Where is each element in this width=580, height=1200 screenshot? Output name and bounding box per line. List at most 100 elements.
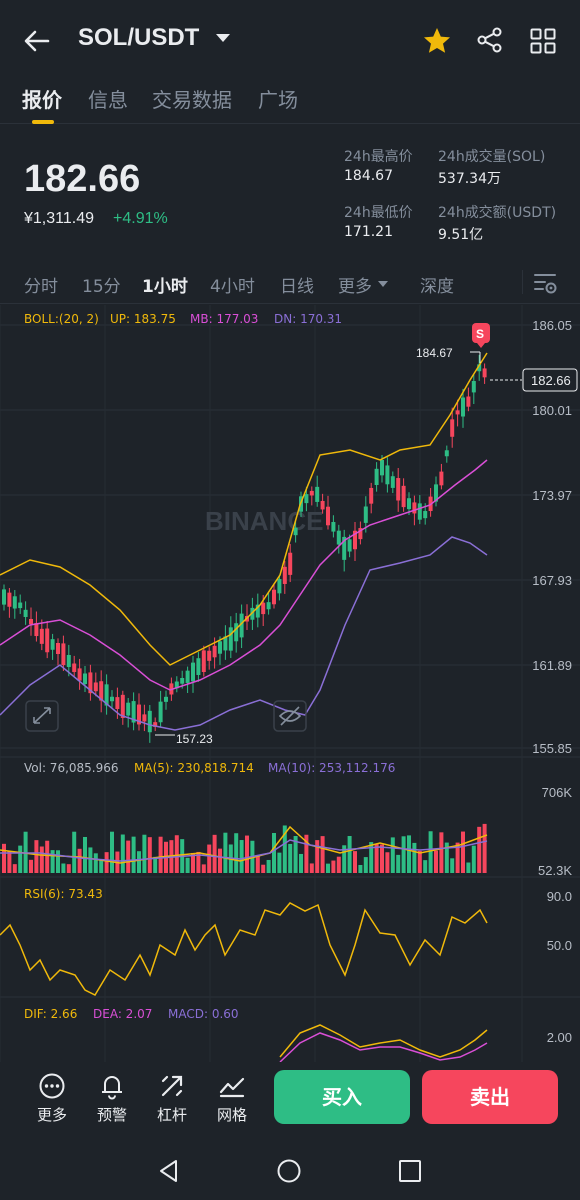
macd-value-label: MACD: 0.60 xyxy=(168,1007,239,1021)
volume-bar xyxy=(336,856,341,873)
volume-bar xyxy=(104,852,109,873)
volume-bar xyxy=(88,847,93,873)
volume-bar xyxy=(255,855,260,873)
sell-button[interactable]: 卖出 xyxy=(422,1070,558,1124)
interval-more-caret-icon[interactable] xyxy=(378,281,388,287)
volume-bar xyxy=(137,851,141,873)
candle xyxy=(417,503,422,520)
tab-square[interactable]: 广场 xyxy=(258,88,298,112)
boll-dn-label: DN: 170.31 xyxy=(274,312,343,326)
volume-bar xyxy=(347,836,352,873)
interval-depth[interactable]: 深度 xyxy=(420,277,454,297)
volume-bar xyxy=(207,844,212,873)
bottom-action-bar: 更多 预警 杠杆 网格 买入 卖出 xyxy=(0,1062,580,1144)
candle xyxy=(255,604,260,618)
nav-back-icon[interactable] xyxy=(156,1158,182,1184)
volume-bar xyxy=(158,836,163,873)
volume-bar xyxy=(131,836,136,873)
candle xyxy=(326,506,330,526)
candle xyxy=(137,704,141,725)
grid-trading-button[interactable]: 网格 xyxy=(204,1072,260,1125)
interval-1h[interactable]: 1小时 xyxy=(142,277,188,297)
interval-15m[interactable]: 15分 xyxy=(82,277,121,297)
candle xyxy=(347,539,352,552)
nav-recents-icon[interactable] xyxy=(398,1159,422,1183)
volume-bar xyxy=(261,864,266,873)
pair-title[interactable]: SOL/USDT xyxy=(78,24,200,51)
volume-bar xyxy=(50,850,55,873)
kline-chart[interactable]: BINANCE 184.67 157.23 S 182.66 xyxy=(0,305,580,1062)
macd-dea-label: DEA: 2.07 xyxy=(93,1007,153,1021)
rsi-axis-label: 90.0 xyxy=(546,889,572,904)
last-price: 182.66 xyxy=(24,158,141,200)
candle xyxy=(482,368,487,378)
candle xyxy=(401,485,406,508)
volume-bar xyxy=(45,840,50,873)
volume-bar xyxy=(401,836,406,873)
interval-more[interactable]: 更多 xyxy=(338,277,372,297)
watermark-text: BINANCE xyxy=(205,506,323,536)
candle xyxy=(88,672,93,694)
volume-bar xyxy=(477,826,482,873)
back-arrow-icon[interactable] xyxy=(22,26,52,56)
macd-dea-line xyxy=(279,1032,488,1062)
boll-mb-label: MB: 177.03 xyxy=(190,312,259,326)
candle xyxy=(374,468,379,485)
star-icon[interactable] xyxy=(422,26,452,56)
candle xyxy=(212,645,217,658)
nav-home-icon[interactable] xyxy=(276,1158,302,1184)
buy-button[interactable]: 买入 xyxy=(274,1070,410,1124)
interval-time[interactable]: 分时 xyxy=(24,277,58,297)
settings-icon[interactable] xyxy=(532,270,558,296)
volume-bar xyxy=(450,858,455,873)
candle xyxy=(45,628,50,653)
volume-bar xyxy=(272,832,276,873)
candle xyxy=(471,380,476,393)
candle xyxy=(83,673,87,684)
volume-bar xyxy=(142,834,147,873)
boll-up-label: UP: 183.75 xyxy=(110,312,176,326)
tab-quote[interactable]: 报价 xyxy=(22,88,62,112)
grid-icon[interactable] xyxy=(530,28,556,54)
volume-bar xyxy=(77,848,82,873)
candle xyxy=(7,592,12,607)
volume-bar xyxy=(439,832,444,873)
interval-4h[interactable]: 4小时 xyxy=(210,277,255,297)
candle xyxy=(315,486,320,502)
candle xyxy=(320,500,325,510)
volume-bar xyxy=(471,845,476,873)
alert-label: 预警 xyxy=(96,1106,127,1124)
bell-icon xyxy=(102,1076,122,1100)
candle xyxy=(444,450,449,457)
volume-bar xyxy=(353,851,357,873)
candle xyxy=(380,459,384,476)
volume-bar xyxy=(412,842,417,873)
share-icon[interactable] xyxy=(476,26,504,54)
candle xyxy=(396,478,401,501)
more-button[interactable]: 更多 xyxy=(24,1072,80,1125)
volume-bar xyxy=(239,840,244,873)
interval-1d[interactable]: 日线 xyxy=(280,277,314,297)
volume-bar xyxy=(110,831,114,873)
price-axis-label: 180.01 xyxy=(532,403,572,418)
candle xyxy=(250,607,255,620)
candle xyxy=(147,710,152,733)
volume-bar xyxy=(61,863,66,873)
candle xyxy=(266,602,271,610)
leverage-button[interactable]: 杠杆 xyxy=(144,1072,200,1125)
volume-label: Vol: 76,085.966 xyxy=(24,761,119,775)
volume-bar xyxy=(218,848,222,873)
sell-signal-badge xyxy=(472,323,490,343)
tab-info[interactable]: 信息 xyxy=(88,88,128,112)
alert-button[interactable]: 预警 xyxy=(84,1072,140,1125)
candle xyxy=(77,668,82,681)
volume-bar xyxy=(191,852,195,873)
boll-middle-line xyxy=(0,459,488,691)
volume-bar xyxy=(380,844,384,873)
candle xyxy=(434,484,438,502)
pair-dropdown-caret-icon[interactable] xyxy=(216,34,230,42)
price-cny: ¥1,311.49 xyxy=(24,210,94,227)
volume-bar xyxy=(326,863,330,873)
volume-bar xyxy=(245,835,249,873)
tab-trading-data[interactable]: 交易数据 xyxy=(152,88,232,112)
